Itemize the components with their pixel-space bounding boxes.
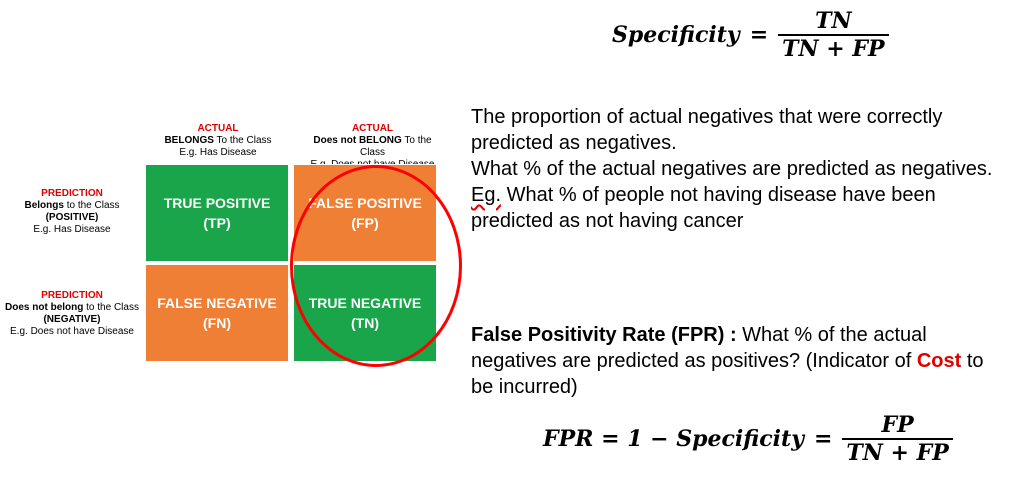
row-header-rest: to the Class <box>63 200 120 211</box>
formula-fraction: TN TN + FP <box>778 8 889 62</box>
cell-false-negative: FALSE NEGATIVE (FN) <box>145 264 289 362</box>
row-header-example: E.g. Has Disease <box>33 224 111 235</box>
specificity-formula: Specificity = TN TN + FP <box>612 8 889 62</box>
row-header-strong: Belongs <box>24 200 64 211</box>
row-header-positive: PREDICTION Belongs to the Class (POSITIV… <box>0 188 152 236</box>
formula-denominator: TN + FP <box>782 36 885 62</box>
col-header-label: ACTUAL <box>351 123 394 134</box>
negatives-highlight-ellipse <box>290 165 462 367</box>
col-header-example: E.g. Has Disease <box>179 147 257 158</box>
cell-title: FALSE NEGATIVE <box>157 295 277 311</box>
cell-abbr: (FN) <box>203 315 231 331</box>
fpr-title: False Positivity Rate (FPR) : <box>471 324 737 346</box>
formula-fraction: FP TN + FP <box>842 412 953 466</box>
description-line1: The proportion of actual negatives that … <box>471 106 943 154</box>
cell-true-positive: TRUE POSITIVE (TP) <box>145 164 289 262</box>
formula-lhs: FPR = 1 − Specificity <box>543 426 804 452</box>
row-header-example: E.g. Does not have Disease <box>10 326 134 337</box>
cell-abbr: (TP) <box>203 215 231 231</box>
specificity-description: The proportion of actual negatives that … <box>471 104 1016 234</box>
col-header-rest: To the Class <box>359 135 432 158</box>
fpr-formula: FPR = 1 − Specificity = FP TN + FP <box>543 412 953 466</box>
row-header-rest: to the Class <box>83 302 139 313</box>
formula-numerator: FP <box>881 412 914 438</box>
formula-numerator: TN <box>815 8 852 34</box>
col-header-strong: Does not BELONG <box>313 135 402 146</box>
eg-rest: What % of people not having disease have… <box>471 184 936 232</box>
fpr-cost: Cost <box>916 350 962 372</box>
row-header-paren: (NEGATIVE) <box>43 314 101 325</box>
col-header-label: ACTUAL <box>197 123 239 134</box>
fpr-description: False Positivity Rate (FPR) : What % of … <box>471 322 1011 400</box>
row-header-negative: PREDICTION Does not belong to the Class … <box>0 290 152 338</box>
col-header-rest: To the Class <box>213 135 272 146</box>
fraction-bar <box>842 438 953 440</box>
row-header-label: PREDICTION <box>41 290 103 301</box>
description-line2: What % of the actual negatives are predi… <box>471 158 993 180</box>
row-header-paren: (POSITIVE) <box>45 212 99 223</box>
eg-prefix: Eg. <box>471 184 502 206</box>
fpr-text: What % of the actual negatives are predi… <box>471 324 927 372</box>
col-header-strong: BELONGS <box>164 135 214 146</box>
fpr-tail: to be incurred) <box>471 350 984 398</box>
cell-title: TRUE POSITIVE <box>163 195 271 211</box>
formula-equals: = <box>749 22 769 48</box>
col-header-belongs: ACTUAL BELONGS To the Class E.g. Has Dis… <box>148 123 288 159</box>
row-header-label: PREDICTION <box>41 188 103 199</box>
fraction-bar <box>778 34 889 36</box>
row-header-strong: Does not belong <box>5 302 84 313</box>
formula-denominator: TN + FP <box>846 440 949 466</box>
description-example: Eg. What % of people not having disease … <box>471 182 1016 234</box>
formula-equals: = <box>813 426 833 452</box>
formula-lhs: Specificity <box>612 22 740 48</box>
